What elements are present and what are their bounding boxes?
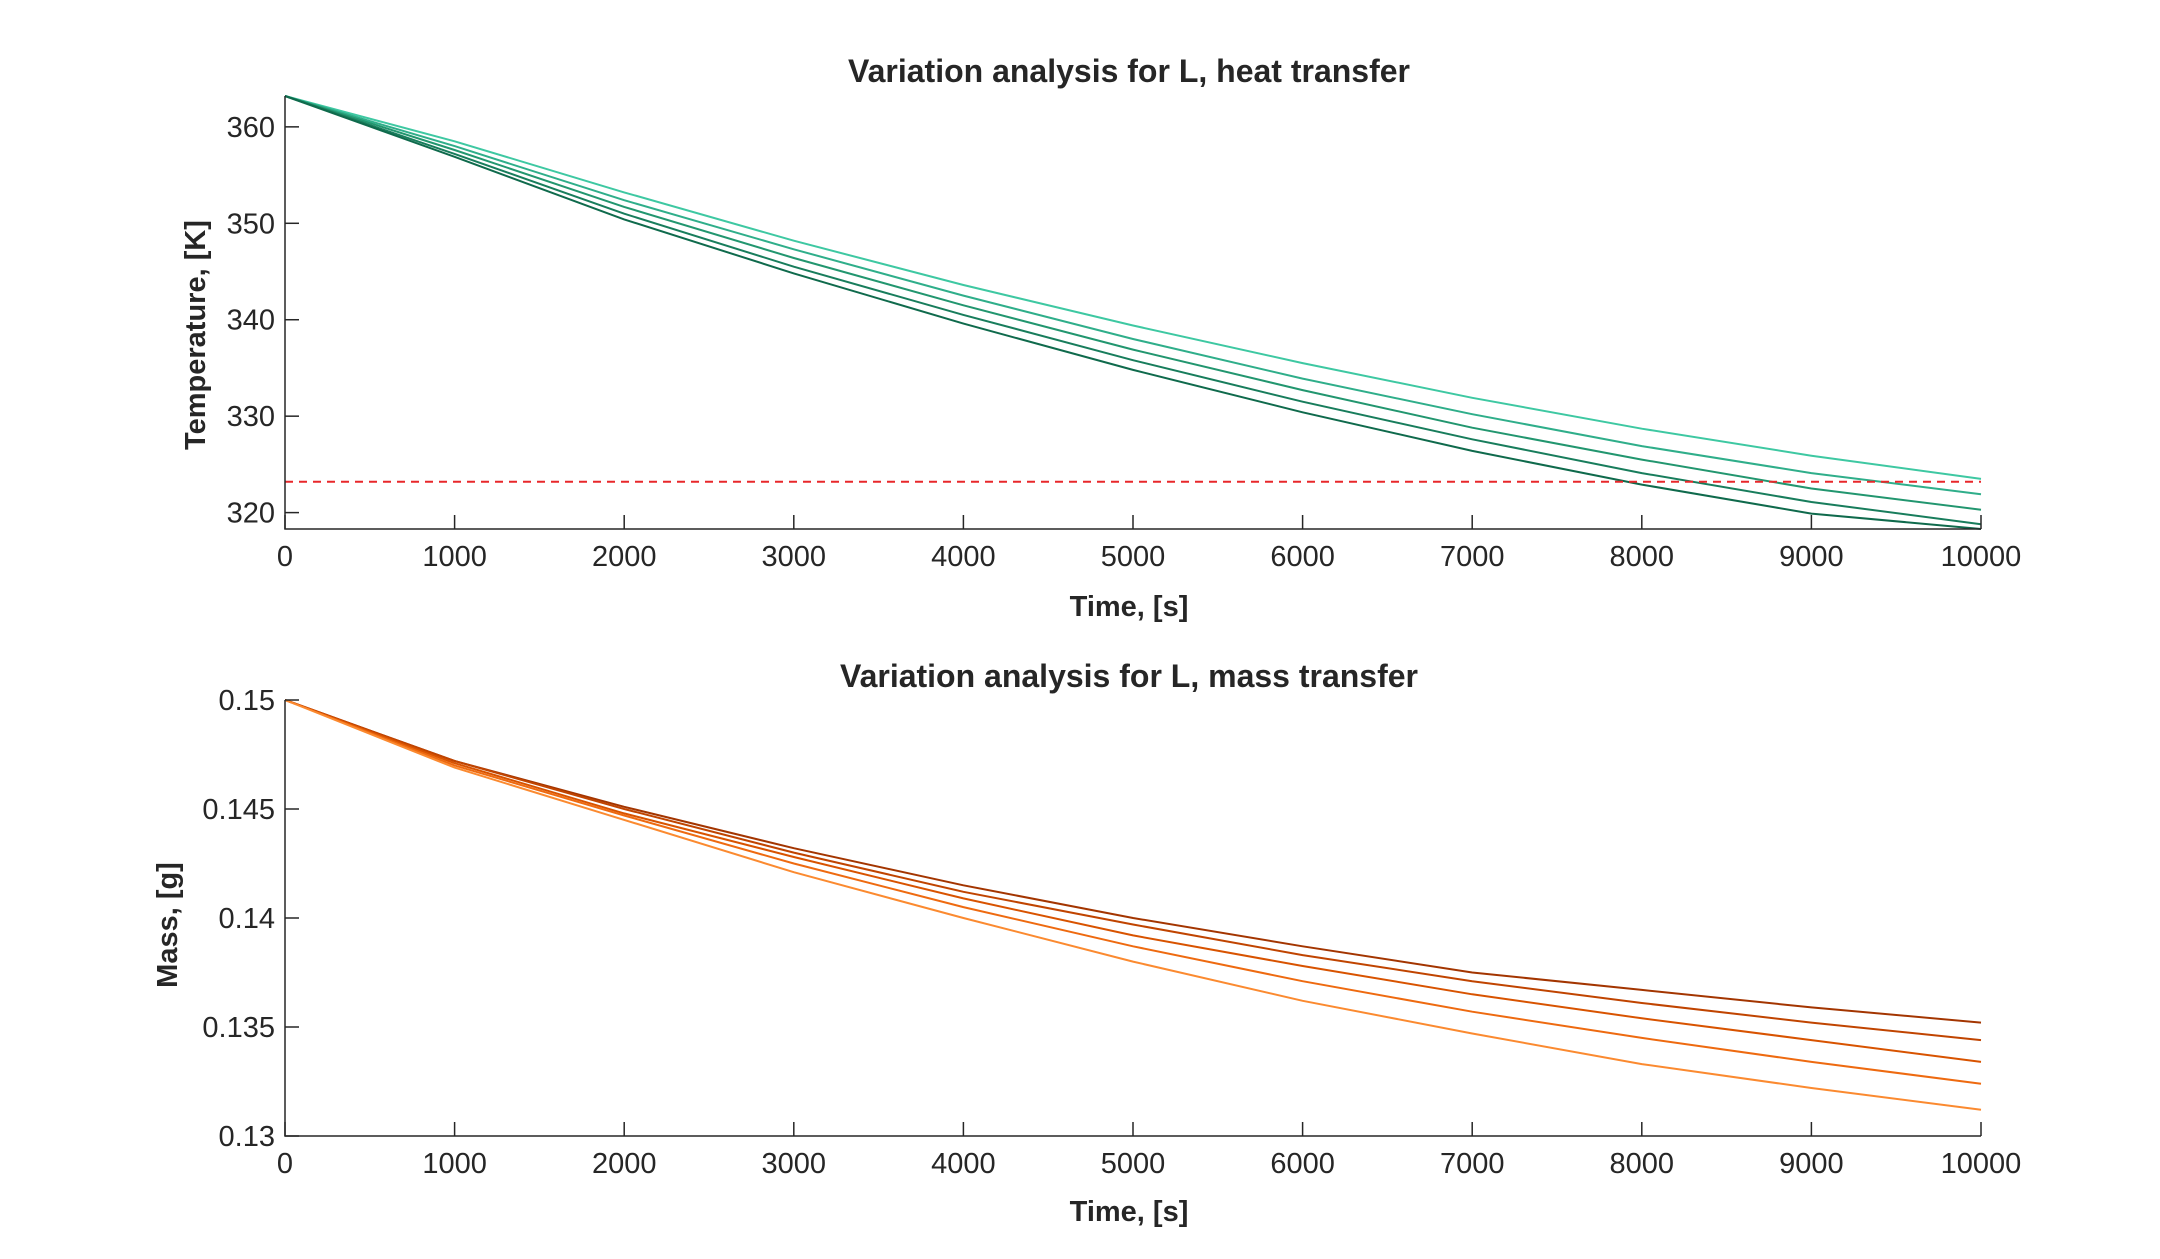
mass-transfer-title: Variation analysis for L, mass transfer bbox=[840, 658, 1418, 694]
heat-transfer-y-ticks: 320 330 340 350 360 bbox=[227, 112, 299, 530]
x-tick-label: 2000 bbox=[592, 541, 657, 573]
y-tick-label: 360 bbox=[227, 112, 275, 144]
series-line-2 bbox=[284, 95, 1982, 496]
x-tick-label: 9000 bbox=[1779, 1148, 1844, 1180]
series-line-5 bbox=[284, 95, 1982, 530]
x-tick-label: 10000 bbox=[1941, 1148, 2022, 1180]
x-tick-label: 8000 bbox=[1610, 541, 1675, 573]
y-tick-label: 0.135 bbox=[202, 1012, 275, 1044]
x-tick-label: 1000 bbox=[422, 541, 487, 573]
heat-transfer-title: Variation analysis for L, heat transfer bbox=[848, 53, 1410, 89]
x-tick-label: 0 bbox=[277, 541, 293, 573]
mass-transfer-axes: Variation analysis for L, mass transfer … bbox=[152, 658, 2021, 1228]
series-line-4 bbox=[284, 95, 1982, 526]
x-tick-label: 0 bbox=[277, 1148, 293, 1180]
mass-transfer-x-ticks: 0 1000 2000 3000 4000 5000 6000 7000 8000 9000 100… bbox=[277, 1122, 2021, 1180]
series-line-2 bbox=[284, 699, 1982, 1042]
x-tick-label: 2000 bbox=[592, 1148, 657, 1180]
x-tick-label: 3000 bbox=[762, 1148, 827, 1180]
heat-transfer-y-label: Temperature, [K] bbox=[180, 220, 212, 450]
y-tick-label: 0.145 bbox=[202, 794, 275, 826]
heat-transfer-axes: Variation analysis for L, heat transfer … bbox=[180, 53, 2021, 623]
y-tick-label: 0.14 bbox=[219, 903, 275, 935]
mass-transfer-y-ticks: 0.13 0.135 0.14 0.145 0.15 bbox=[202, 685, 299, 1153]
y-tick-label: 330 bbox=[227, 401, 275, 433]
x-tick-label: 6000 bbox=[1270, 541, 1335, 573]
series-line-3 bbox=[284, 699, 1982, 1063]
x-tick-label: 6000 bbox=[1270, 1148, 1335, 1180]
x-tick-label: 3000 bbox=[762, 541, 827, 573]
x-tick-label: 1000 bbox=[422, 1148, 487, 1180]
x-tick-label: 4000 bbox=[931, 1148, 996, 1180]
y-tick-label: 350 bbox=[227, 208, 275, 240]
x-tick-label: 5000 bbox=[1101, 1148, 1166, 1180]
y-tick-label: 0.15 bbox=[219, 685, 275, 717]
series-line-3 bbox=[284, 95, 1982, 511]
x-tick-label: 9000 bbox=[1779, 541, 1844, 573]
y-tick-label: 340 bbox=[227, 305, 275, 337]
mass-transfer-x-label: Time, [s] bbox=[1070, 1196, 1189, 1228]
x-tick-label: 7000 bbox=[1440, 1148, 1505, 1180]
series-line-1 bbox=[284, 699, 1982, 1024]
heat-transfer-axis-frame bbox=[284, 96, 1981, 530]
series-line-1 bbox=[284, 95, 1982, 480]
series-line-4 bbox=[284, 699, 1982, 1085]
heat-transfer-series bbox=[284, 95, 1982, 530]
x-tick-label: 10000 bbox=[1941, 541, 2022, 573]
heat-transfer-x-label: Time, [s] bbox=[1070, 591, 1189, 623]
y-tick-label: 320 bbox=[227, 498, 275, 530]
x-tick-label: 8000 bbox=[1610, 1148, 1675, 1180]
x-tick-label: 5000 bbox=[1101, 541, 1166, 573]
series-line-5 bbox=[284, 699, 1982, 1111]
x-tick-label: 7000 bbox=[1440, 541, 1505, 573]
x-tick-label: 4000 bbox=[931, 541, 996, 573]
y-tick-label: 0.13 bbox=[219, 1121, 275, 1153]
mass-transfer-y-label: Mass, [g] bbox=[152, 862, 184, 988]
heat-transfer-x-ticks: 0 1000 2000 3000 4000 5000 6000 7000 8000 9000 100… bbox=[277, 515, 2021, 573]
mass-transfer-series bbox=[284, 699, 1982, 1111]
